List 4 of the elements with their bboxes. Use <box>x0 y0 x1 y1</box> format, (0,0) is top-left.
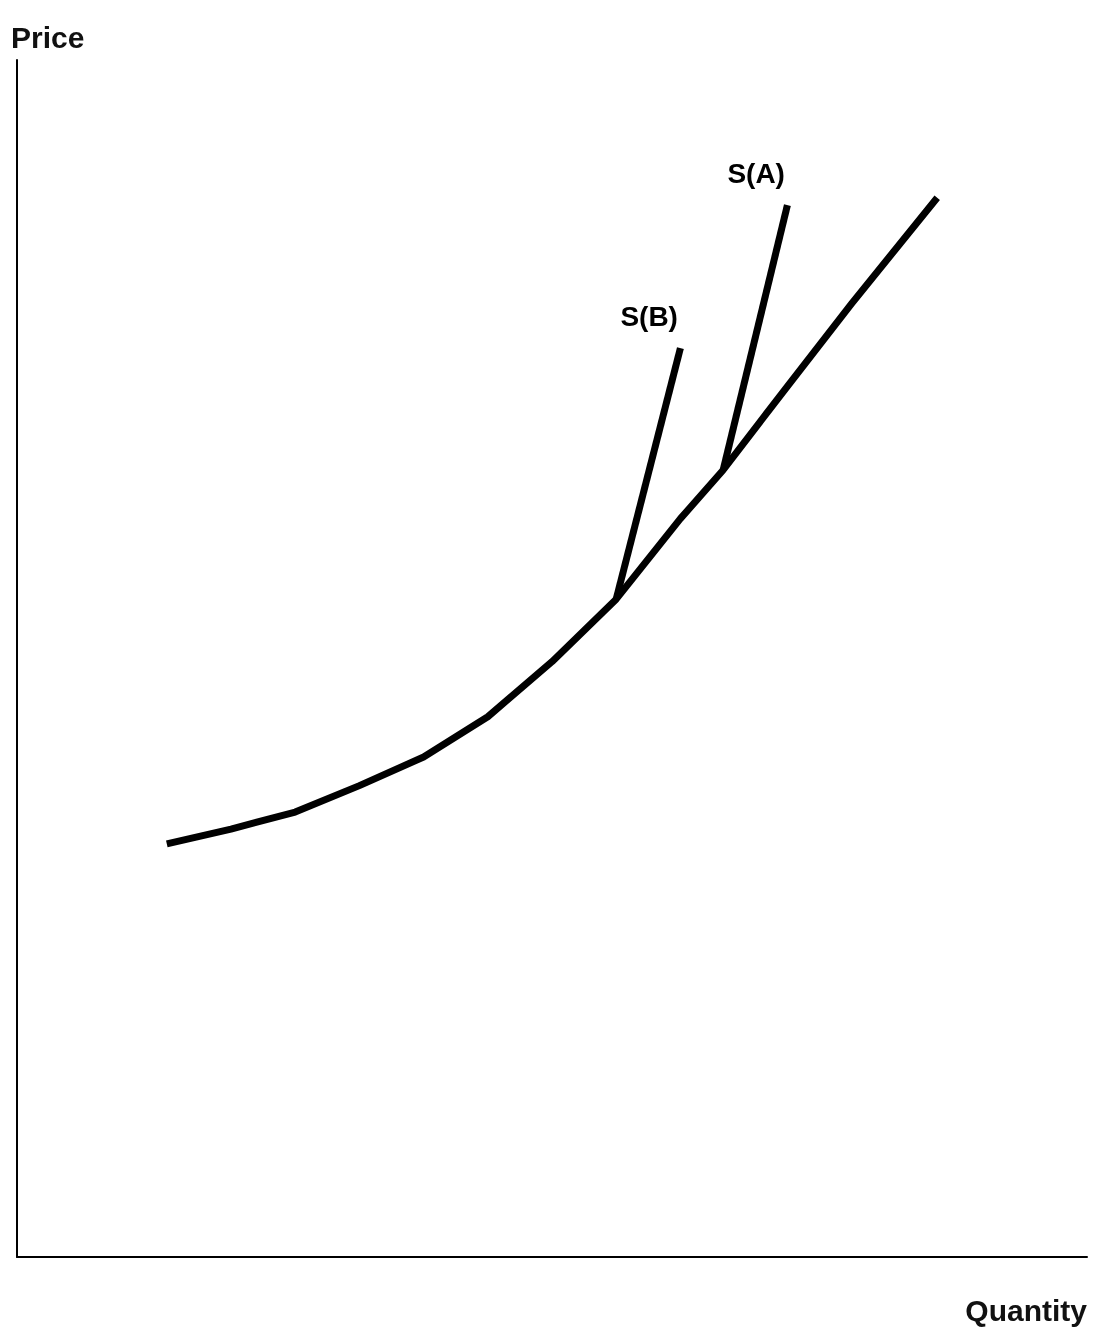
y-axis-title: Price <box>11 20 85 54</box>
x-axis-title: Quantity <box>965 1293 1088 1327</box>
series-label: S(A) <box>727 157 785 189</box>
series-label: S(B) <box>620 300 678 332</box>
